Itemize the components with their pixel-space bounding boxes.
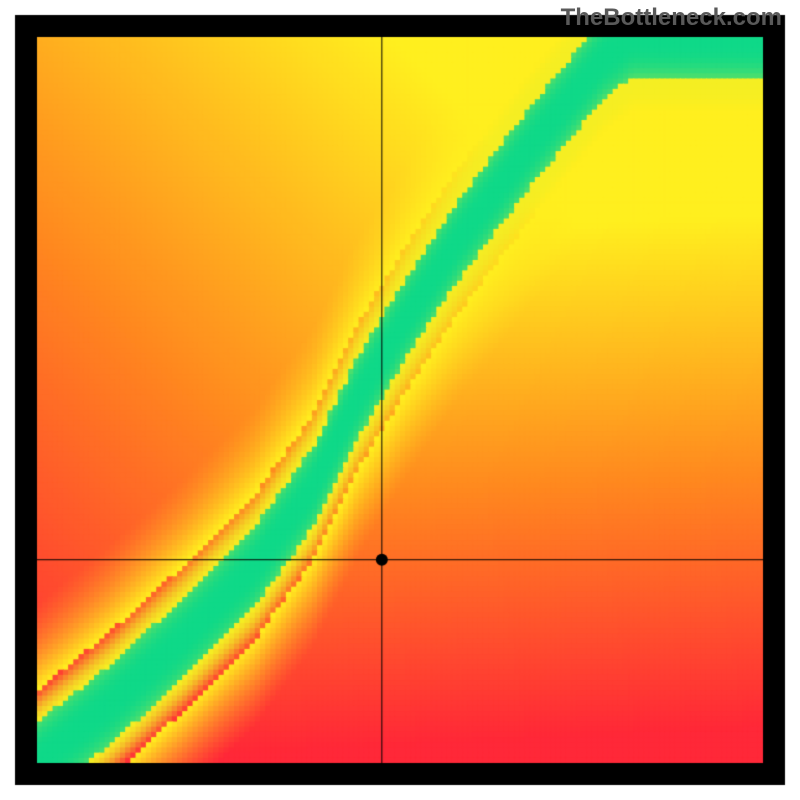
- watermark-text: TheBottleneck.com: [561, 4, 782, 32]
- bottleneck-heatmap: [0, 0, 800, 800]
- chart-container: TheBottleneck.com: [0, 0, 800, 800]
